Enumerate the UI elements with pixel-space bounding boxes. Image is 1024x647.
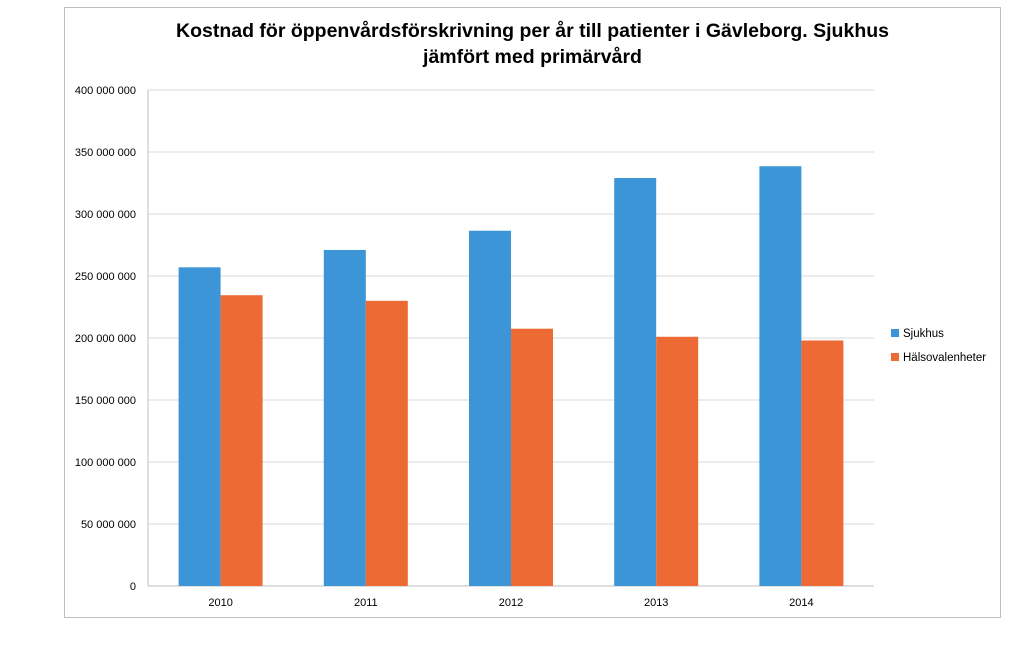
y-tick-label: 150 000 000 bbox=[75, 395, 136, 407]
bar-sjukhus-2012 bbox=[469, 230, 511, 587]
bar-sjukhus-2014 bbox=[759, 166, 802, 586]
legend-label-halsovalenheter: Hälsovalenheter bbox=[903, 352, 987, 364]
legend-swatch-halsovalenheter bbox=[891, 353, 899, 361]
y-tick-label: 50 000 000 bbox=[81, 519, 136, 531]
y-tick-label: 350 000 000 bbox=[75, 147, 136, 159]
legend-swatch-sjukhus bbox=[891, 329, 899, 337]
x-tick-label: 2014 bbox=[789, 597, 813, 609]
y-tick-label: 200 000 000 bbox=[75, 333, 136, 345]
bar-halsovalenheter-2013 bbox=[656, 336, 699, 586]
x-tick-label: 2011 bbox=[354, 597, 378, 609]
bar-sjukhus-2011 bbox=[323, 249, 366, 586]
bar-halsovalenheter-2014 bbox=[801, 340, 844, 586]
y-tick-label: 400 000 000 bbox=[75, 85, 136, 97]
x-tick-label: 2013 bbox=[644, 597, 668, 609]
bar-sjukhus-2010 bbox=[178, 267, 221, 586]
legend-item-halsovalenheter: Hälsovalenheter bbox=[891, 352, 986, 364]
bar-halsovalenheter-2010 bbox=[220, 295, 263, 586]
y-tick-label: 100 000 000 bbox=[75, 457, 136, 469]
legend-item-sjukhus: Sjukhus bbox=[891, 328, 944, 340]
legend-label-sjukhus: Sjukhus bbox=[903, 328, 944, 340]
x-tick-label: 2010 bbox=[208, 597, 232, 609]
bar-sjukhus-2013 bbox=[614, 178, 657, 587]
y-tick-label: 0 bbox=[130, 581, 136, 593]
bar-halsovalenheter-2012 bbox=[511, 328, 553, 586]
chart-title-line-1: Kostnad för öppenvårdsförskrivning per å… bbox=[176, 20, 889, 42]
chart-title: Kostnad för öppenvårdsförskrivning per å… bbox=[64, 18, 1001, 70]
bar-halsovalenheter-2011 bbox=[365, 300, 408, 586]
chart-title-line-2: jämfört med primärvård bbox=[423, 46, 642, 68]
y-tick-label: 300 000 000 bbox=[75, 209, 136, 221]
x-tick-label: 2012 bbox=[499, 597, 523, 609]
y-tick-label: 250 000 000 bbox=[75, 271, 136, 283]
